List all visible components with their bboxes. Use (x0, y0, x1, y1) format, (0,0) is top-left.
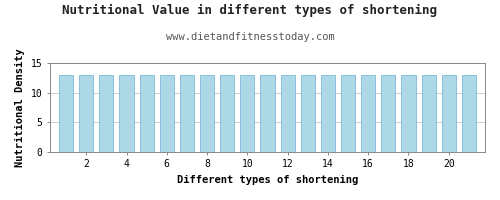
Bar (59, 75, 73, 152)
Bar (321, 75, 335, 152)
Bar (220, 75, 234, 152)
Bar (341, 75, 355, 152)
Bar (462, 75, 476, 152)
Bar (200, 75, 214, 152)
Bar (422, 75, 436, 152)
Bar (260, 75, 274, 152)
Bar (402, 75, 415, 152)
Text: www.dietandfitnesstoday.com: www.dietandfitnesstoday.com (166, 32, 334, 42)
Bar (382, 75, 396, 152)
Bar (180, 75, 194, 152)
Bar (100, 75, 114, 152)
Bar (300, 75, 315, 152)
Bar (140, 75, 153, 152)
Bar (361, 75, 375, 152)
Bar (240, 75, 254, 152)
Bar (280, 75, 294, 152)
Bar (120, 75, 134, 152)
Bar (442, 75, 456, 152)
Bar (160, 75, 174, 152)
Text: Nutritional Value in different types of shortening: Nutritional Value in different types of … (62, 4, 438, 17)
X-axis label: Different types of shortening: Different types of shortening (177, 175, 358, 185)
Y-axis label: Nutritional Density: Nutritional Density (15, 48, 25, 167)
Bar (79, 75, 94, 152)
